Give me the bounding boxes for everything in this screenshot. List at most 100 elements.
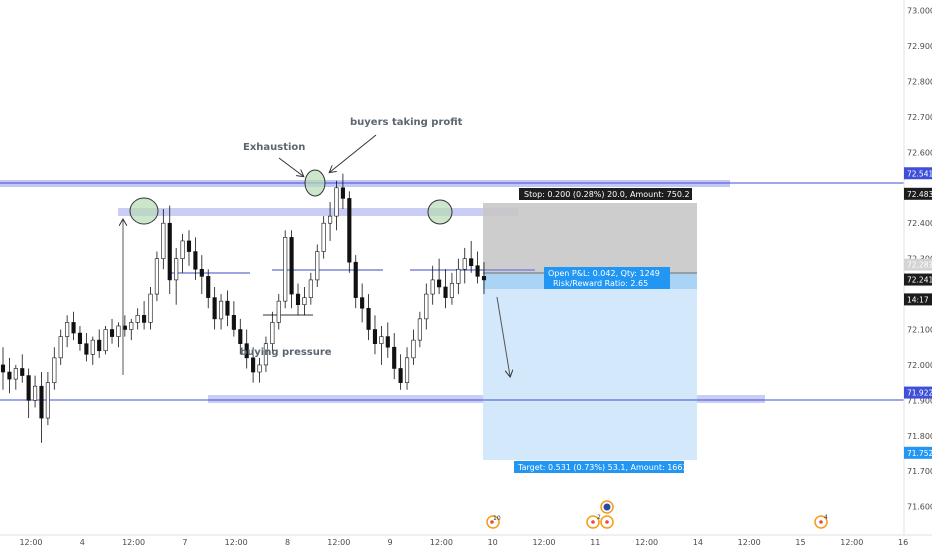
candle-body — [206, 276, 211, 298]
event-dot-3 — [605, 520, 609, 524]
candle-body — [321, 222, 326, 252]
time-tick-label: 10 — [488, 538, 498, 547]
candle-body — [45, 382, 50, 419]
candle-body — [154, 258, 159, 295]
time-tick-label: 16 — [898, 538, 908, 547]
candle-body — [218, 300, 224, 320]
time-tick-label: 12:00 — [738, 538, 761, 547]
time-tick-label: 11 — [590, 538, 600, 547]
candle-body — [392, 346, 397, 369]
resistance-zone-lower — [118, 208, 518, 216]
buying-pressure-label: buying pressure — [240, 347, 332, 358]
candle-body — [212, 297, 217, 320]
candle-body — [174, 258, 179, 281]
candle-body — [456, 268, 461, 284]
candle-body — [225, 300, 230, 316]
price-axis[interactable]: 73.00072.90072.80072.70072.60072.40072.3… — [907, 7, 932, 512]
time-tick-label: 12:00 — [19, 538, 42, 547]
candle-body — [475, 265, 480, 277]
candle-body — [193, 251, 198, 270]
candle-body — [462, 258, 467, 270]
candle-body — [437, 279, 442, 288]
risk-reward-label: Risk/Reward Ratio: 2.65 — [553, 279, 648, 288]
candle-body — [430, 279, 435, 295]
event-count-2: 2 — [597, 514, 601, 521]
candle-body — [385, 336, 390, 348]
candle-body — [417, 318, 422, 341]
candle-body — [129, 322, 134, 330]
candle-body — [116, 325, 121, 337]
candle-body — [270, 322, 275, 344]
candle-body — [328, 215, 333, 224]
candle-body — [424, 293, 429, 320]
candle-body — [109, 329, 115, 337]
price-tick-label: 71.700 — [907, 467, 932, 476]
candle-body — [283, 237, 288, 302]
candle-body — [443, 286, 448, 298]
event-markers[interactable]: 10 2 4 — [486, 500, 828, 529]
high-marker-2 — [304, 169, 326, 197]
time-tick-label: 12:00 — [840, 538, 863, 547]
time-tick-label: 4 — [80, 538, 85, 547]
take-profit-zone[interactable] — [483, 289, 697, 460]
candle-body — [167, 222, 172, 281]
candle-body — [360, 297, 365, 309]
candle-body — [302, 297, 307, 306]
price-tags: 72.541 72.483 72.283 72.241 14:17 71.922 71.75… — [904, 167, 932, 459]
time-tick-label: 12:00 — [122, 538, 145, 547]
candle-body — [289, 237, 294, 295]
candle-body — [13, 368, 18, 380]
price-tick-label: 72.000 — [907, 361, 932, 370]
price-tick-label: 72.600 — [907, 148, 932, 157]
candle-body — [238, 329, 243, 344]
candle-body — [347, 198, 352, 263]
time-tick-label: 12:00 — [635, 538, 658, 547]
candle-body — [84, 343, 89, 355]
time-tick-label: 7 — [182, 538, 187, 547]
price-tick-label: 71.900 — [907, 396, 932, 405]
candle-body — [315, 251, 320, 281]
candle-body — [481, 276, 487, 281]
stop-label: Stop: 0.200 (0.28%) 20.0, Amount: 750.2 — [524, 190, 690, 199]
candle-body — [77, 332, 83, 344]
price-tag-label: 72.241 — [907, 276, 932, 285]
price-tick-label: 72.900 — [907, 42, 932, 51]
time-tick-label: 12:00 — [327, 538, 350, 547]
price-tag-label: 14:17 — [907, 295, 929, 304]
candle-body — [0, 364, 6, 373]
candle-body — [263, 343, 269, 366]
candle-body — [103, 329, 108, 352]
price-tag-label: 72.283 — [907, 261, 932, 270]
flag-icon — [603, 503, 611, 511]
event-dot-4 — [819, 520, 823, 524]
candles-group — [0, 173, 487, 443]
open-pnl-box — [544, 267, 670, 289]
price-tag-box — [904, 167, 932, 180]
candle-body — [161, 222, 166, 259]
open-pnl-label: Open P&L: 0.042, Qty: 1249 — [548, 269, 660, 278]
candle-body — [411, 339, 416, 359]
price-tag-box — [904, 293, 932, 306]
candle-body — [90, 339, 95, 355]
target-label-box — [514, 461, 684, 473]
time-tick-label: 12:00 — [430, 538, 453, 547]
stop-loss-zone[interactable] — [483, 203, 697, 273]
candle-body — [372, 329, 378, 344]
candle-body — [52, 357, 57, 383]
buyers-taking-profit-label: buyers taking profit — [350, 117, 463, 128]
price-tag-box — [904, 446, 932, 459]
event-count-1: 10 — [493, 515, 501, 522]
time-axis[interactable]: 12:00 4 12:00 7 12:00 8 12:00 9 12:00 10 12:00 11 12… — [19, 538, 908, 547]
candle-body — [366, 307, 371, 330]
candle-body — [186, 240, 192, 252]
candle-body — [199, 268, 204, 277]
candle-body — [295, 293, 301, 306]
candle-body — [231, 315, 236, 330]
candle-body — [340, 187, 345, 199]
price-tick-label: 72.700 — [907, 113, 932, 122]
price-tag-label: 71.922 — [907, 389, 932, 398]
exhaustion-label: Exhaustion — [243, 142, 305, 153]
candle-body — [135, 315, 140, 323]
price-tag-label: 72.541 — [907, 169, 932, 178]
